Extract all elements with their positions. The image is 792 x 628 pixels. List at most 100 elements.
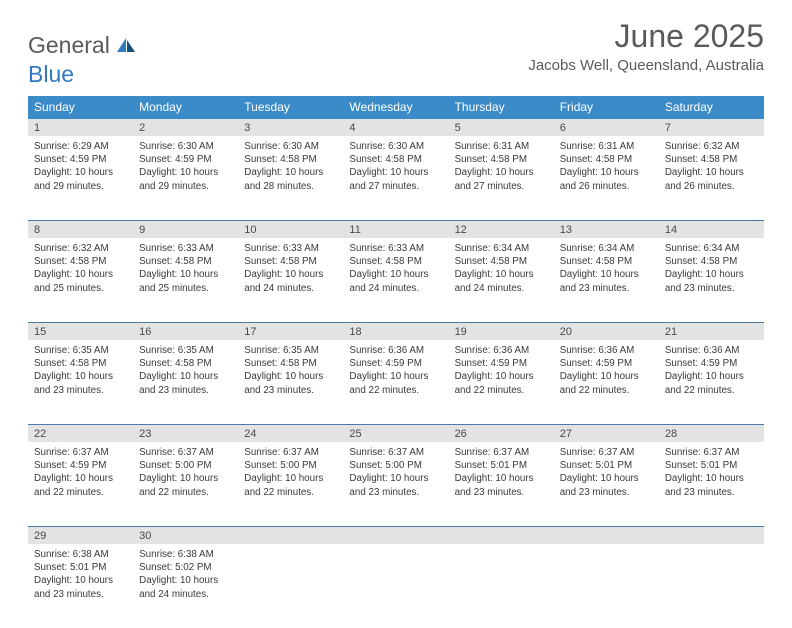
sunset-line: Sunset: 5:01 PM bbox=[455, 459, 548, 472]
week-row: Sunrise: 6:38 AMSunset: 5:01 PMDaylight:… bbox=[28, 544, 764, 628]
sunrise-line: Sunrise: 6:37 AM bbox=[349, 446, 442, 459]
day-cell: Sunrise: 6:34 AMSunset: 4:58 PMDaylight:… bbox=[554, 238, 659, 322]
sunset-line: Sunset: 4:58 PM bbox=[244, 255, 337, 268]
day-number-row: 891011121314 bbox=[28, 221, 764, 238]
day-number: 17 bbox=[238, 323, 343, 340]
daylight-line: Daylight: 10 hours and 22 minutes. bbox=[349, 370, 442, 396]
logo-text-wrap: General Blue bbox=[28, 32, 138, 86]
daylight-line: Daylight: 10 hours and 25 minutes. bbox=[34, 268, 127, 294]
sunset-line: Sunset: 4:58 PM bbox=[455, 153, 548, 166]
sunrise-line: Sunrise: 6:37 AM bbox=[560, 446, 653, 459]
sunrise-line: Sunrise: 6:34 AM bbox=[665, 242, 758, 255]
weekday-fri: Friday bbox=[554, 96, 659, 119]
daylight-line: Daylight: 10 hours and 23 minutes. bbox=[34, 574, 127, 600]
sunrise-line: Sunrise: 6:35 AM bbox=[34, 344, 127, 357]
sunset-line: Sunset: 4:59 PM bbox=[139, 153, 232, 166]
day-number-row: 22232425262728 bbox=[28, 425, 764, 442]
day-cell: Sunrise: 6:38 AMSunset: 5:01 PMDaylight:… bbox=[28, 544, 133, 628]
day-number bbox=[554, 527, 659, 544]
day-cell: Sunrise: 6:31 AMSunset: 4:58 PMDaylight:… bbox=[449, 136, 554, 220]
daylight-line: Daylight: 10 hours and 22 minutes. bbox=[34, 472, 127, 498]
day-number: 1 bbox=[28, 119, 133, 136]
sunset-line: Sunset: 4:59 PM bbox=[665, 357, 758, 370]
sail-icon bbox=[116, 37, 138, 53]
day-number: 30 bbox=[133, 527, 238, 544]
sunset-line: Sunset: 4:58 PM bbox=[34, 357, 127, 370]
day-number: 2 bbox=[133, 119, 238, 136]
day-cell: Sunrise: 6:37 AMSunset: 5:00 PMDaylight:… bbox=[133, 442, 238, 526]
sunset-line: Sunset: 4:59 PM bbox=[560, 357, 653, 370]
day-cell bbox=[554, 544, 659, 628]
day-number-row: 2930 bbox=[28, 527, 764, 544]
sunrise-line: Sunrise: 6:37 AM bbox=[139, 446, 232, 459]
week-row: Sunrise: 6:29 AMSunset: 4:59 PMDaylight:… bbox=[28, 136, 764, 221]
sunrise-line: Sunrise: 6:29 AM bbox=[34, 140, 127, 153]
day-cell bbox=[343, 544, 448, 628]
sunset-line: Sunset: 4:58 PM bbox=[560, 153, 653, 166]
day-cell bbox=[238, 544, 343, 628]
sunrise-line: Sunrise: 6:31 AM bbox=[455, 140, 548, 153]
day-cell: Sunrise: 6:36 AMSunset: 4:59 PMDaylight:… bbox=[554, 340, 659, 424]
day-cell: Sunrise: 6:37 AMSunset: 4:59 PMDaylight:… bbox=[28, 442, 133, 526]
sunrise-line: Sunrise: 6:37 AM bbox=[665, 446, 758, 459]
sunrise-line: Sunrise: 6:37 AM bbox=[244, 446, 337, 459]
day-number: 15 bbox=[28, 323, 133, 340]
day-number: 5 bbox=[449, 119, 554, 136]
day-number: 18 bbox=[343, 323, 448, 340]
weekday-header: Sunday Monday Tuesday Wednesday Thursday… bbox=[28, 96, 764, 119]
sunset-line: Sunset: 4:58 PM bbox=[244, 153, 337, 166]
sunrise-line: Sunrise: 6:32 AM bbox=[665, 140, 758, 153]
daylight-line: Daylight: 10 hours and 24 minutes. bbox=[139, 574, 232, 600]
day-cell: Sunrise: 6:36 AMSunset: 4:59 PMDaylight:… bbox=[449, 340, 554, 424]
sunset-line: Sunset: 4:58 PM bbox=[349, 153, 442, 166]
day-cell: Sunrise: 6:36 AMSunset: 4:59 PMDaylight:… bbox=[659, 340, 764, 424]
day-cell: Sunrise: 6:35 AMSunset: 4:58 PMDaylight:… bbox=[238, 340, 343, 424]
day-number: 13 bbox=[554, 221, 659, 238]
daylight-line: Daylight: 10 hours and 25 minutes. bbox=[139, 268, 232, 294]
sunrise-line: Sunrise: 6:36 AM bbox=[455, 344, 548, 357]
daylight-line: Daylight: 10 hours and 27 minutes. bbox=[455, 166, 548, 192]
sunrise-line: Sunrise: 6:36 AM bbox=[665, 344, 758, 357]
daylight-line: Daylight: 10 hours and 23 minutes. bbox=[455, 472, 548, 498]
day-number: 7 bbox=[659, 119, 764, 136]
daylight-line: Daylight: 10 hours and 29 minutes. bbox=[139, 166, 232, 192]
day-number: 21 bbox=[659, 323, 764, 340]
day-cell bbox=[659, 544, 764, 628]
daylight-line: Daylight: 10 hours and 28 minutes. bbox=[244, 166, 337, 192]
day-cell: Sunrise: 6:32 AMSunset: 4:58 PMDaylight:… bbox=[659, 136, 764, 220]
daylight-line: Daylight: 10 hours and 22 minutes. bbox=[665, 370, 758, 396]
day-number: 4 bbox=[343, 119, 448, 136]
sunrise-line: Sunrise: 6:34 AM bbox=[455, 242, 548, 255]
daylight-line: Daylight: 10 hours and 23 minutes. bbox=[665, 472, 758, 498]
day-cell: Sunrise: 6:35 AMSunset: 4:58 PMDaylight:… bbox=[28, 340, 133, 424]
day-number: 26 bbox=[449, 425, 554, 442]
sunrise-line: Sunrise: 6:37 AM bbox=[455, 446, 548, 459]
sunset-line: Sunset: 4:59 PM bbox=[349, 357, 442, 370]
sunrise-line: Sunrise: 6:30 AM bbox=[349, 140, 442, 153]
day-cell: Sunrise: 6:30 AMSunset: 4:59 PMDaylight:… bbox=[133, 136, 238, 220]
logo-text-general: General bbox=[28, 32, 110, 58]
sunset-line: Sunset: 4:58 PM bbox=[560, 255, 653, 268]
day-cell: Sunrise: 6:34 AMSunset: 4:58 PMDaylight:… bbox=[449, 238, 554, 322]
day-cell: Sunrise: 6:37 AMSunset: 5:01 PMDaylight:… bbox=[554, 442, 659, 526]
weekday-thu: Thursday bbox=[449, 96, 554, 119]
weekday-wed: Wednesday bbox=[343, 96, 448, 119]
sunrise-line: Sunrise: 6:33 AM bbox=[244, 242, 337, 255]
sunset-line: Sunset: 5:02 PM bbox=[139, 561, 232, 574]
day-number: 24 bbox=[238, 425, 343, 442]
day-number: 19 bbox=[449, 323, 554, 340]
sunrise-line: Sunrise: 6:30 AM bbox=[244, 140, 337, 153]
sunset-line: Sunset: 5:01 PM bbox=[665, 459, 758, 472]
sunset-line: Sunset: 4:58 PM bbox=[139, 357, 232, 370]
sunrise-line: Sunrise: 6:35 AM bbox=[244, 344, 337, 357]
day-number bbox=[659, 527, 764, 544]
daylight-line: Daylight: 10 hours and 23 minutes. bbox=[560, 472, 653, 498]
daylight-line: Daylight: 10 hours and 27 minutes. bbox=[349, 166, 442, 192]
day-number: 23 bbox=[133, 425, 238, 442]
day-cell: Sunrise: 6:37 AMSunset: 5:00 PMDaylight:… bbox=[238, 442, 343, 526]
daylight-line: Daylight: 10 hours and 22 minutes. bbox=[139, 472, 232, 498]
sunset-line: Sunset: 4:59 PM bbox=[34, 153, 127, 166]
day-cell: Sunrise: 6:35 AMSunset: 4:58 PMDaylight:… bbox=[133, 340, 238, 424]
day-number: 29 bbox=[28, 527, 133, 544]
day-number: 9 bbox=[133, 221, 238, 238]
